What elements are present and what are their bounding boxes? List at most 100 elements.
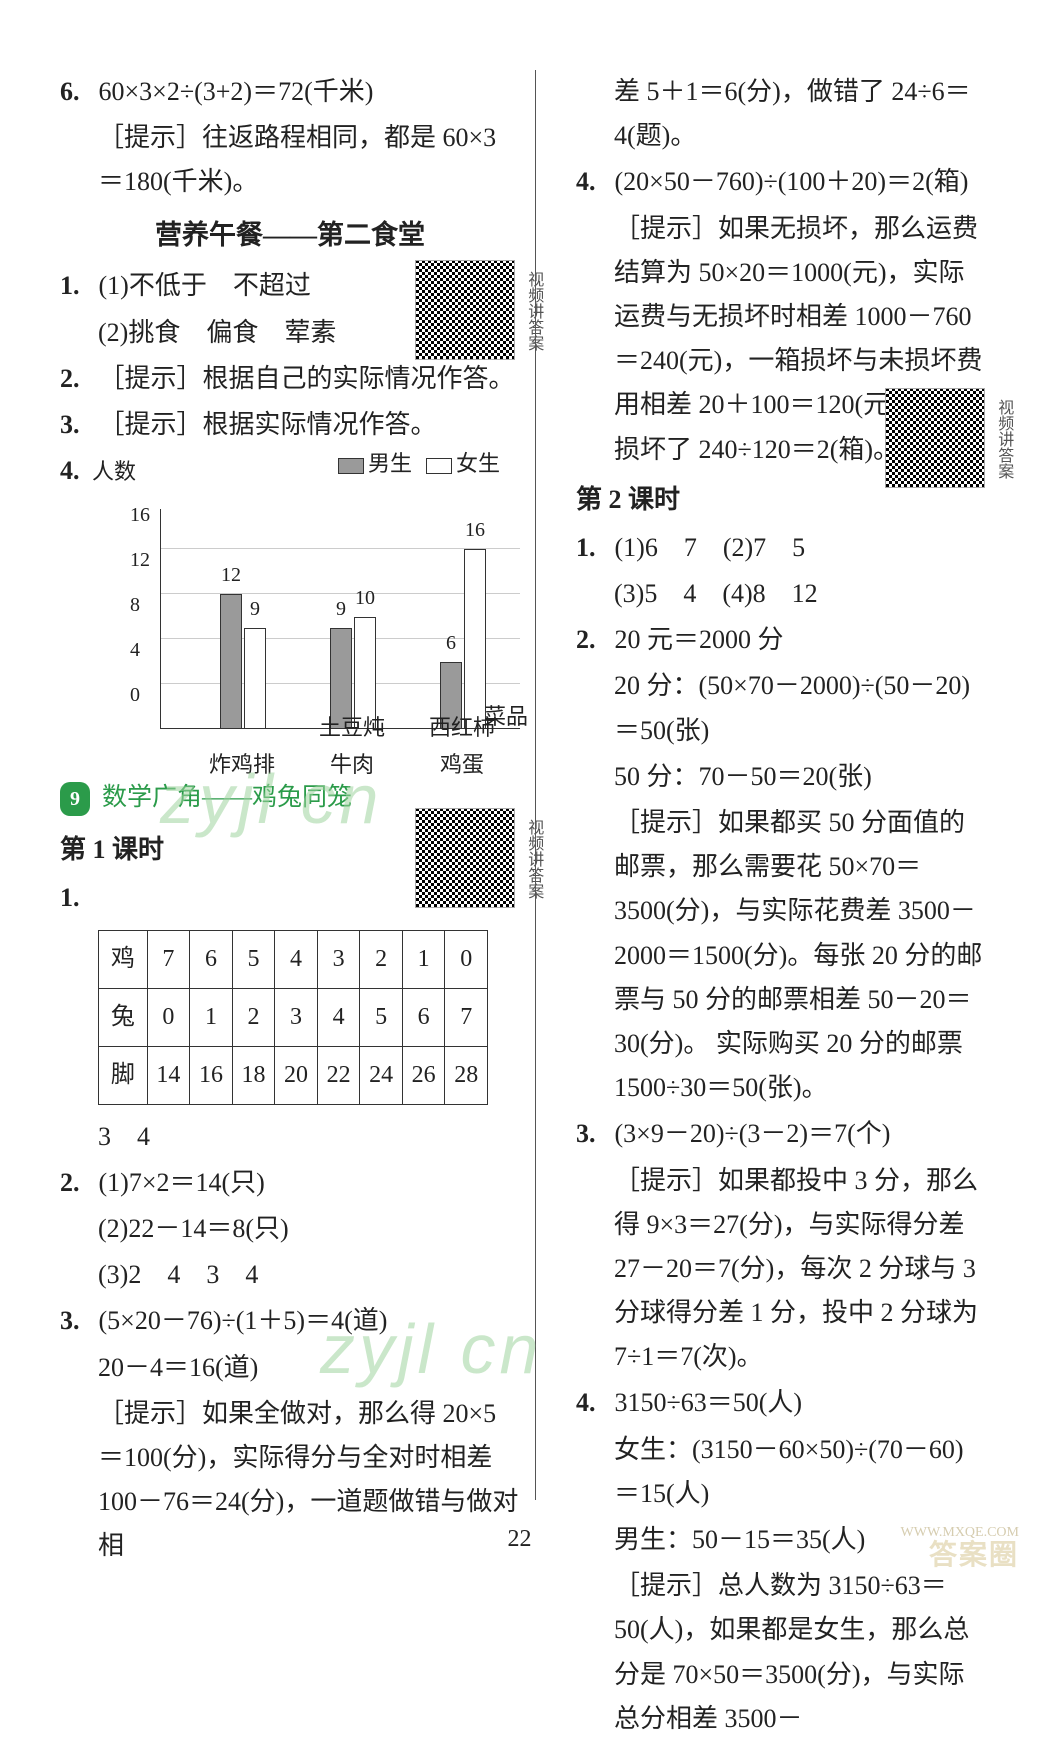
chart-legend: 男生 女生	[338, 445, 500, 482]
table-cell: 20	[275, 1046, 318, 1104]
bar-value: 9	[336, 592, 346, 626]
ytick: 16	[130, 498, 150, 532]
item-number: 2.	[60, 1161, 92, 1205]
item-number: 6.	[60, 70, 92, 114]
q4: 4. (20×50－760)÷(100＋20)＝2(箱)	[576, 160, 989, 204]
bar	[244, 628, 266, 729]
l2-q2hint: ［提示］如果都买 50 分面值的邮票，那么需要花 50×70＝3500(分)，与…	[576, 801, 989, 1110]
text: (3×9－20)÷(3－2)＝7(个)	[615, 1119, 891, 1148]
text: (1)7×2＝14(只)	[99, 1168, 265, 1197]
q3: 3. ［提示］根据实际情况作答。	[60, 403, 520, 447]
item-number: 3.	[60, 403, 92, 447]
item-number: 4.	[60, 449, 92, 759]
table-cell: 2	[232, 989, 275, 1047]
l2-q2c: 50 分：70－50＝20(张)	[576, 755, 989, 799]
qr-code: 视频讲答案	[415, 808, 515, 908]
bar-value: 16	[465, 513, 485, 547]
item-number: 1.	[576, 526, 608, 570]
item-number: 2.	[60, 357, 92, 401]
q2: 2. ［提示］根据自己的实际情况作答。	[60, 357, 520, 401]
text: (1)不低于 不超过	[99, 271, 311, 300]
l1-q3: 3. (5×20－76)÷(1＋5)＝4(道)	[60, 1299, 520, 1343]
table-cell: 16	[190, 1046, 233, 1104]
ytick: 8	[130, 588, 140, 622]
qr-code: 视频讲答案	[415, 260, 515, 360]
q6-hint: ［提示］往返路程相同，都是 60×3＝180(千米)。	[60, 116, 520, 204]
table-cell: 24	[360, 1046, 403, 1104]
bar	[464, 549, 486, 729]
text: (1)6 7 (2)7 5	[615, 533, 806, 562]
l1-q3hint: ［提示］如果全做对，那么得 20×5＝100(分)，实际得分与全对时相差 100…	[60, 1392, 520, 1569]
qr-label: 视频讲答案	[520, 271, 547, 351]
table-cell: 6	[190, 931, 233, 989]
l2-q2b: 20 分：(50×70－2000)÷(50－20)＝50(张)	[576, 664, 989, 752]
text: ［提示］根据实际情况作答。	[99, 410, 437, 439]
item-number: 3.	[576, 1112, 608, 1156]
text: 20 元＝2000 分	[615, 625, 784, 654]
table-cell: 7	[445, 989, 488, 1047]
ytick: 12	[130, 543, 150, 577]
table-cell: 2	[360, 931, 403, 989]
cont: 差 5＋1＝6(分)，做错了 24÷6＝4(题)。	[576, 70, 989, 158]
legend-male: 男生	[368, 451, 412, 476]
l1-q1-ans: 3 4	[60, 1115, 520, 1159]
bar-value: 6	[446, 626, 456, 660]
table-cell: 14	[147, 1046, 190, 1104]
table-cell: 28	[445, 1046, 488, 1104]
unit9-badge: 9	[60, 782, 90, 816]
legend-box-male	[338, 458, 364, 474]
l2-q4b: 女生：(3150－60×50)÷(70－60)＝15(人)	[576, 1428, 989, 1516]
l1-q2c: (3)2 4 3 4	[60, 1253, 520, 1297]
bar-chart: 0481216129炸鸡排910土豆炖牛肉616西红柿鸡蛋菜品	[130, 499, 520, 759]
l1-q3b: 20－4＝16(道)	[60, 1346, 520, 1390]
item-number: 2.	[576, 618, 608, 662]
text: ［提示］根据自己的实际情况作答。	[99, 364, 515, 393]
section-title: 营养午餐——第二食堂	[60, 213, 520, 259]
bar-value: 10	[355, 581, 375, 615]
chart-ylabel: 人数	[92, 459, 136, 484]
qr-label: 视频讲答案	[990, 399, 1017, 479]
item-number: 1.	[60, 264, 92, 308]
table-cell: 鸡	[99, 931, 148, 989]
table-cell: 5	[360, 989, 403, 1047]
chicken-rabbit-table: 鸡76543210兔01234567脚1416182022242628	[98, 930, 488, 1104]
item-number: 4.	[576, 160, 608, 204]
table-cell: 7	[147, 931, 190, 989]
qr-code: 视频讲答案	[885, 388, 985, 488]
bar-value: 9	[250, 592, 260, 626]
ytick: 4	[130, 633, 140, 667]
text: 60×3×2÷(3+2)＝72(千米)	[99, 77, 374, 106]
l1-q2b: (2)22－14＝8(只)	[60, 1207, 520, 1251]
bar	[220, 594, 242, 729]
text: (5×20－76)÷(1＋5)＝4(道)	[99, 1306, 388, 1335]
text: 3150÷63＝50(人)	[615, 1388, 803, 1417]
x-category: 土豆炖牛肉	[319, 709, 385, 784]
table-cell: 22	[317, 1046, 360, 1104]
table-cell: 兔	[99, 989, 148, 1047]
left-column: 6. 60×3×2÷(3+2)＝72(千米) ［提示］往返路程相同，都是 60×…	[60, 70, 536, 1500]
table-cell: 4	[317, 989, 360, 1047]
unit9-text: 数学广角——鸡兔同笼	[102, 777, 352, 820]
bar-value: 12	[221, 558, 241, 592]
l2-q3: 3. (3×9－20)÷(3－2)＝7(个)	[576, 1112, 989, 1156]
table-cell: 0	[147, 989, 190, 1047]
l2-q2: 2. 20 元＝2000 分	[576, 618, 989, 662]
l2-q4hint: ［提示］总人数为 3150÷63＝50(人)，如果都是女生，那么总分是 70×5…	[576, 1564, 989, 1741]
l2-q3hint: ［提示］如果都投中 3 分，那么得 9×3＝27(分)，与实际得分差 27－20…	[576, 1159, 989, 1380]
item-number: 4.	[576, 1381, 608, 1425]
l2-q4: 4. 3150÷63＝50(人)	[576, 1381, 989, 1425]
l2-q1b: (3)5 4 (4)8 12	[576, 572, 989, 616]
item-number: 1.	[60, 876, 92, 920]
table-cell: 1	[402, 931, 445, 989]
table-cell: 3	[275, 989, 318, 1047]
page-number: 22	[508, 1519, 532, 1560]
table-cell: 4	[275, 931, 318, 989]
legend-box-female	[426, 458, 452, 474]
table-cell: 3	[317, 931, 360, 989]
q4: 4. 人数 男生 女生 0481216129炸鸡排910土豆炖牛肉616西红柿鸡…	[60, 449, 520, 759]
q6: 6. 60×3×2÷(3+2)＝72(千米)	[60, 70, 520, 114]
table-cell: 0	[445, 931, 488, 989]
table-cell: 26	[402, 1046, 445, 1104]
table-cell: 6	[402, 989, 445, 1047]
table-cell: 1	[190, 989, 233, 1047]
